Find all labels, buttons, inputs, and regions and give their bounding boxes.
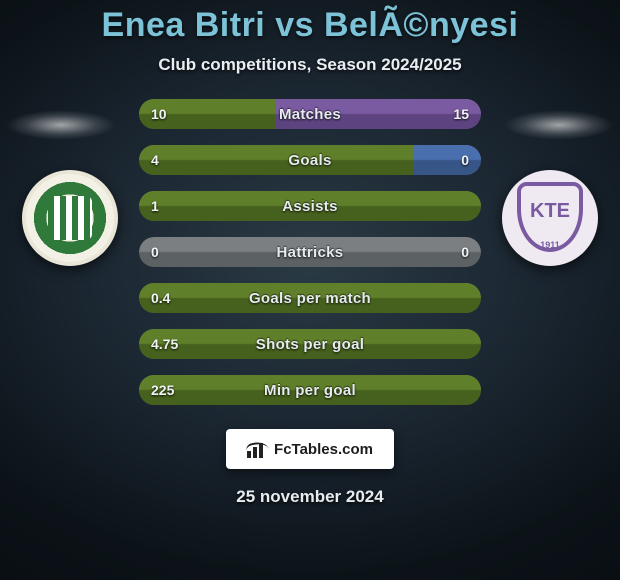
right-crest-text: KTE — [530, 200, 570, 223]
right-team-crest-icon: KTE 1911 — [502, 170, 598, 266]
stat-label: Assists — [139, 191, 481, 221]
stat-bar: 40Goals — [139, 145, 481, 175]
right-crest-year: 1911 — [540, 240, 560, 250]
stat-bar: 00Hattricks — [139, 237, 481, 267]
stat-bar: 1015Matches — [139, 99, 481, 129]
fctables-watermark: FcTables.com — [226, 429, 394, 469]
right-halo — [504, 110, 614, 140]
stat-label: Min per goal — [139, 375, 481, 405]
left-halo — [6, 110, 116, 140]
subtitle: Club competitions, Season 2024/2025 — [0, 55, 620, 75]
left-team-crest-icon — [22, 170, 118, 266]
stats-bar-list: 1015Matches 40Goals 1Assists 00Hattricks 0.4… — [139, 99, 481, 405]
footer-date: 25 november 2024 — [0, 487, 620, 507]
stat-label: Hattricks — [139, 237, 481, 267]
page-title: Enea Bitri vs BelÃ©nyesi — [0, 6, 620, 45]
watermark-text: FcTables.com — [274, 441, 373, 458]
stat-bar: 0.4Goals per match — [139, 283, 481, 313]
stat-bar: 1Assists — [139, 191, 481, 221]
bar-chart-icon — [247, 440, 269, 458]
stat-label: Shots per goal — [139, 329, 481, 359]
stat-bar: 225Min per goal — [139, 375, 481, 405]
stat-label: Goals — [139, 145, 481, 175]
stat-label: Goals per match — [139, 283, 481, 313]
stat-bar: 4.75Shots per goal — [139, 329, 481, 359]
stat-label: Matches — [139, 99, 481, 129]
